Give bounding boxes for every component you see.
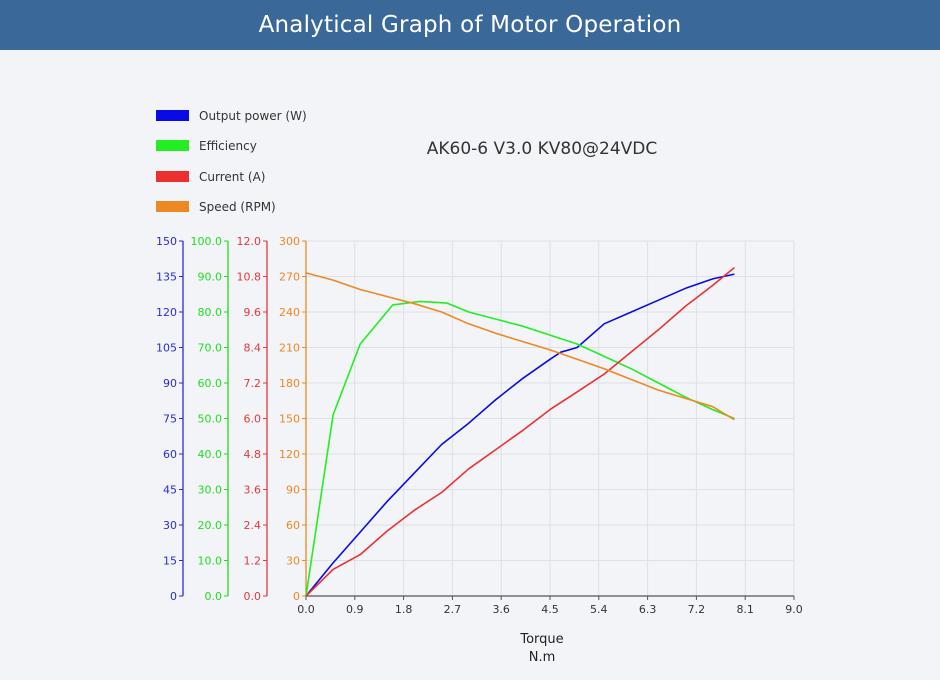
series-line-power: [305, 273, 735, 597]
legend-swatch-current: [156, 171, 189, 182]
y-tick-label-power: 75: [163, 413, 177, 426]
y-tick-label-power: 60: [163, 448, 177, 461]
y-tick-label-current: 10.8: [237, 271, 262, 284]
y-tick-label-speed: 30: [286, 555, 300, 568]
y-tick-label-power: 0: [170, 590, 177, 603]
series-line-efficiency: [305, 300, 735, 597]
y-tick-label-speed: 210: [279, 342, 300, 355]
x-tick-label: 0.9: [346, 603, 364, 616]
y-tick-label-current: 2.4: [244, 519, 262, 532]
legend: Output power (W) Efficiency Current (A) Spe…: [156, 109, 307, 214]
y-tick-label-power: 150: [156, 235, 177, 248]
y-tick-label-power: 90: [163, 377, 177, 390]
y-tick-label-current: 1.2: [244, 555, 262, 568]
y-tick-label-efficiency: 90.0: [198, 271, 223, 284]
y-tick-label-power: 45: [163, 484, 177, 497]
y-tick-label-current: 4.8: [244, 448, 262, 461]
y-tick-label-efficiency: 40.0: [198, 448, 223, 461]
legend-swatch-efficiency: [156, 140, 189, 151]
legend-label-speed: Speed (RPM): [199, 200, 276, 214]
y-tick-label-power: 105: [156, 342, 177, 355]
y-tick-label-efficiency: 30.0: [198, 484, 223, 497]
y-tick-label-power: 120: [156, 306, 177, 319]
x-tick-label: 0.0: [297, 603, 315, 616]
y-tick-label-speed: 60: [286, 519, 300, 532]
x-tick-label: 6.3: [639, 603, 657, 616]
page-title: Analytical Graph of Motor Operation: [258, 12, 682, 38]
y-tick-label-efficiency: 70.0: [198, 342, 223, 355]
x-tick-label: 4.5: [541, 603, 559, 616]
y-tick-label-speed: 0: [293, 590, 300, 603]
legend-label-current: Current (A): [199, 170, 265, 184]
motor-chart: 0 15 30 45 60 75 90 105 120 135 150 0.0 10.0 20.0 30.0…: [156, 109, 803, 665]
x-tick-label: 2.7: [444, 603, 462, 616]
legend-swatch-power: [156, 110, 189, 121]
x-tick-label: 9.0: [785, 603, 803, 616]
series-line-speed: [305, 272, 735, 421]
y-tick-label-current: 0.0: [244, 590, 262, 603]
legend-label-efficiency: Efficiency: [199, 139, 257, 153]
series-lines: [305, 266, 735, 597]
y-tick-label-current: 3.6: [244, 484, 262, 497]
y-tick-label-efficiency: 20.0: [198, 519, 223, 532]
y-tick-label-efficiency: 10.0: [198, 555, 223, 568]
legend-swatch-speed: [156, 201, 189, 212]
y-tick-label-efficiency: 50.0: [198, 413, 223, 426]
x-axis-unit: N.m: [529, 650, 556, 665]
y-axes: 0 15 30 45 60 75 90 105 120 135 150 0.0 10.0 20.0 30.0…: [156, 235, 307, 603]
y-tick-label-current: 7.2: [244, 377, 262, 390]
y-tick-label-current: 6.0: [244, 413, 262, 426]
x-tick-label: 1.8: [395, 603, 413, 616]
y-tick-label-speed: 90: [286, 484, 300, 497]
legend-label-power: Output power (W): [199, 109, 307, 123]
chart-title: AK60-6 V3.0 KV80@24VDC: [427, 139, 657, 159]
y-tick-label-power: 15: [163, 555, 177, 568]
y-tick-label-power: 135: [156, 271, 177, 284]
x-tick-label: 5.4: [590, 603, 608, 616]
y-tick-label-efficiency: 100.0: [191, 235, 223, 248]
x-tick-label: 7.2: [688, 603, 706, 616]
y-tick-label-power: 30: [163, 519, 177, 532]
series-line-current: [305, 266, 735, 597]
y-tick-label-current: 9.6: [244, 306, 262, 319]
y-tick-label-efficiency: 80.0: [198, 306, 223, 319]
y-tick-label-speed: 240: [279, 306, 300, 319]
header-banner: Analytical Graph of Motor Operation: [0, 0, 940, 50]
x-tick-label: 3.6: [492, 603, 510, 616]
x-tick-label: 8.1: [736, 603, 754, 616]
y-tick-label-efficiency: 0.0: [205, 590, 223, 603]
x-axis-label: Torque: [519, 632, 563, 647]
y-tick-label-speed: 270: [279, 271, 300, 284]
y-tick-label-speed: 300: [279, 235, 300, 248]
y-tick-label-current: 12.0: [237, 235, 262, 248]
y-tick-label-speed: 150: [279, 413, 300, 426]
y-tick-label-speed: 120: [279, 448, 300, 461]
x-axis: 0.0 0.9 1.8 2.7 3.6 4.5 5.4 6.3 7.2 8.1 9.0: [297, 595, 803, 616]
y-tick-label-speed: 180: [279, 377, 300, 390]
y-tick-label-efficiency: 60.0: [198, 377, 223, 390]
y-tick-label-current: 8.4: [244, 342, 262, 355]
